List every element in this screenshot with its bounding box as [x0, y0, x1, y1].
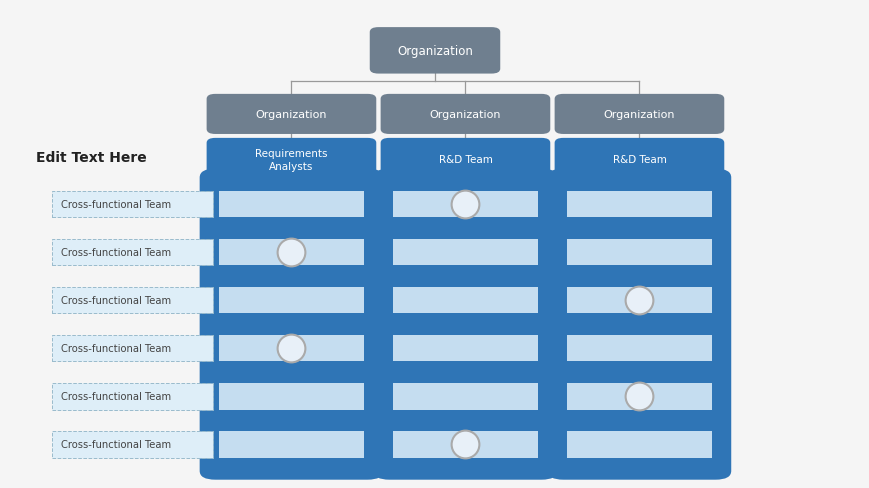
Text: Cross-functional Team: Cross-functional Team	[61, 391, 171, 402]
Bar	[567, 431, 712, 458]
Bar	[393, 191, 538, 218]
FancyBboxPatch shape	[200, 169, 382, 480]
FancyBboxPatch shape	[554, 139, 723, 182]
Text: Cross-functional Team: Cross-functional Team	[61, 247, 171, 258]
FancyBboxPatch shape	[554, 95, 723, 135]
FancyBboxPatch shape	[52, 287, 213, 314]
Bar	[567, 383, 712, 410]
Bar	[393, 431, 538, 458]
FancyBboxPatch shape	[52, 239, 213, 266]
Bar	[393, 239, 538, 266]
Bar	[219, 383, 363, 410]
Bar	[567, 191, 712, 218]
Text: Organization: Organization	[396, 45, 473, 58]
Bar	[393, 287, 538, 314]
Bar	[219, 191, 363, 218]
FancyBboxPatch shape	[52, 335, 213, 362]
FancyBboxPatch shape	[52, 191, 213, 218]
Text: Requirements
Analysts: Requirements Analysts	[255, 149, 328, 171]
FancyBboxPatch shape	[374, 169, 556, 480]
FancyBboxPatch shape	[381, 95, 549, 135]
Text: R&D Team: R&D Team	[438, 155, 492, 165]
Text: Organization: Organization	[603, 110, 674, 120]
Text: Cross-functional Team: Cross-functional Team	[61, 440, 171, 449]
FancyBboxPatch shape	[207, 95, 375, 135]
Bar	[393, 383, 538, 410]
FancyBboxPatch shape	[547, 169, 730, 480]
Text: Organization: Organization	[429, 110, 501, 120]
Text: Organization: Organization	[255, 110, 327, 120]
FancyBboxPatch shape	[381, 139, 549, 182]
Text: R&D Team: R&D Team	[612, 155, 666, 165]
Bar	[567, 287, 712, 314]
Bar	[219, 239, 363, 266]
Text: Cross-functional Team: Cross-functional Team	[61, 200, 171, 209]
FancyBboxPatch shape	[369, 28, 500, 74]
FancyBboxPatch shape	[207, 139, 375, 182]
Text: Cross-functional Team: Cross-functional Team	[61, 296, 171, 305]
FancyBboxPatch shape	[52, 383, 213, 410]
Text: Edit Text Here: Edit Text Here	[36, 151, 147, 165]
Bar	[567, 239, 712, 266]
Bar	[219, 431, 363, 458]
FancyBboxPatch shape	[52, 431, 213, 458]
Bar	[219, 287, 363, 314]
Bar	[219, 335, 363, 362]
Text: Cross-functional Team: Cross-functional Team	[61, 344, 171, 353]
Bar	[567, 335, 712, 362]
Bar	[393, 335, 538, 362]
